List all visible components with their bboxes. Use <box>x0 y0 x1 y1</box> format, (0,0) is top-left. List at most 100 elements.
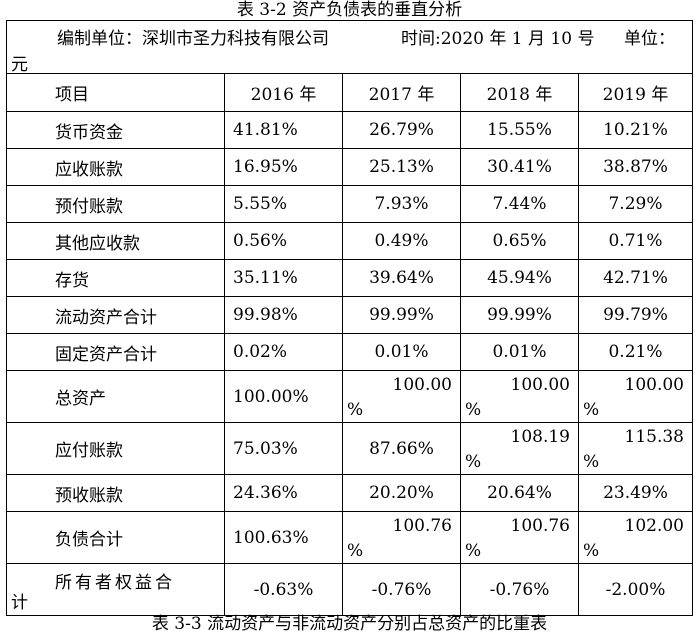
table-row: 负债合计 100.63% 100.76 % 100.76 % 102.00 % <box>6 511 693 564</box>
table-cell: 45.94% <box>460 259 579 297</box>
table-cell: 100.00% <box>224 370 343 423</box>
report-date: 时间:2020 年 1 月 10 号 <box>401 29 595 49</box>
percent-sign: % <box>583 400 600 420</box>
row-label: 负债合计 <box>6 511 225 564</box>
table-cell: 102.00 % <box>578 511 693 564</box>
row-label: 所有者权益合 计 <box>6 563 225 616</box>
currency-unit: 元 <box>11 55 28 75</box>
table-cell: 100.00 % <box>342 370 461 423</box>
table-cell: 15.55% <box>460 111 579 149</box>
table-info-row: 编制单位：深圳市圣力科技有限公司 时间:2020 年 1 月 10 号 单位： … <box>6 20 693 75</box>
row-label: 总资产 <box>6 370 225 423</box>
table-cell: 26.79% <box>342 111 461 149</box>
table-row: 固定资产合计 0.02% 0.01% 0.01% 0.21% <box>6 333 693 371</box>
percent-sign: % <box>347 541 364 561</box>
table-cell: 0.02% <box>224 333 343 371</box>
table-row: 流动资产合计 99.98% 99.99% 99.99% 99.79% <box>6 296 693 334</box>
table-cell: 30.41% <box>460 148 579 186</box>
cell-value: 100.76 <box>510 516 570 536</box>
table-row: 其他应收款 0.56% 0.49% 0.65% 0.71% <box>6 222 693 260</box>
header-cell: 2017 年 <box>342 73 461 112</box>
table-row: 总资产 100.00% 100.00 % 100.00 % 100.00 % <box>6 370 693 423</box>
table-row: 货币资金 41.81% 26.79% 15.55% 10.21% <box>6 111 693 149</box>
table-cell: 99.99% <box>342 296 461 334</box>
table-cell: 0.56% <box>224 222 343 260</box>
cell-value: 100.00 <box>510 375 570 395</box>
table-cell: 7.44% <box>460 185 579 223</box>
cell-value: 100.76 <box>392 516 452 536</box>
row-label-text: 所有者权益合 <box>55 573 175 593</box>
percent-sign: % <box>347 400 364 420</box>
row-label: 应收账款 <box>6 148 225 186</box>
table-row: 应收账款 16.95% 25.13% 30.41% 38.87% <box>6 148 693 186</box>
cell-value: 100.00 <box>624 375 684 395</box>
table-row: 应付账款 75.03% 87.66% 108.19 % 115.38 % <box>6 422 693 475</box>
table-cell: 20.20% <box>342 474 461 512</box>
table-cell: 0.01% <box>460 333 579 371</box>
percent-sign: % <box>583 452 600 472</box>
percent-sign: % <box>465 541 482 561</box>
table-cell: 39.64% <box>342 259 461 297</box>
table-cell: 100.76 % <box>460 511 579 564</box>
table-cell: -0.76% <box>342 563 461 616</box>
header-cell: 项目 <box>6 73 225 112</box>
cell-value: 102.00 <box>624 516 684 536</box>
row-label-wrap: 计 <box>11 593 28 613</box>
table-cell: -2.00% <box>578 563 693 616</box>
table-cell: 5.55% <box>224 185 343 223</box>
table-cell: 99.79% <box>578 296 693 334</box>
header-row: 项目 2016 年 2017 年 2018 年 2019 年 <box>6 73 693 112</box>
table-row: 存货 35.11% 39.64% 45.94% 42.71% <box>6 259 693 297</box>
table-cell: 100.00 % <box>578 370 693 423</box>
table-cell: 41.81% <box>224 111 343 149</box>
table-cell: -0.63% <box>224 563 343 616</box>
table-caption: 表 3-2 资产负债表的垂直分析 <box>236 0 463 20</box>
cell-value: 100.00 <box>392 375 452 395</box>
table-row: 所有者权益合 计 -0.63% -0.76% -0.76% -2.00% <box>6 563 693 616</box>
table-cell: 0.65% <box>460 222 579 260</box>
table-cell: 10.21% <box>578 111 693 149</box>
table-cell: 24.36% <box>224 474 343 512</box>
table-cell: 38.87% <box>578 148 693 186</box>
table-row: 预付账款 5.55% 7.93% 7.44% 7.29% <box>6 185 693 223</box>
cell-value: 108.19 <box>510 427 570 447</box>
header-cell: 2016 年 <box>224 73 343 112</box>
table-cell: 0.71% <box>578 222 693 260</box>
table-cell: 20.64% <box>460 474 579 512</box>
table-cell: 100.00 % <box>460 370 579 423</box>
row-label: 存货 <box>6 259 225 297</box>
row-label: 预收账款 <box>6 474 225 512</box>
table-cell: 0.21% <box>578 333 693 371</box>
table-cell: 7.93% <box>342 185 461 223</box>
reporting-unit: 编制单位：深圳市圣力科技有限公司 <box>57 29 329 49</box>
row-label: 应付账款 <box>6 422 225 475</box>
percent-sign: % <box>465 452 482 472</box>
currency-label: 单位： <box>624 29 675 49</box>
table-cell: 25.13% <box>342 148 461 186</box>
table-cell: 7.29% <box>578 185 693 223</box>
table-cell: 99.98% <box>224 296 343 334</box>
table-cell: 16.95% <box>224 148 343 186</box>
row-label: 固定资产合计 <box>6 333 225 371</box>
table-cell: 0.49% <box>342 222 461 260</box>
table-cell: 108.19 % <box>460 422 579 475</box>
vertical-analysis-table: 编制单位：深圳市圣力科技有限公司 时间:2020 年 1 月 10 号 单位： … <box>6 20 693 616</box>
table-cell: 42.71% <box>578 259 693 297</box>
row-label: 其他应收款 <box>6 222 225 260</box>
table-cell: 23.49% <box>578 474 693 512</box>
table-cell: 100.76 % <box>342 511 461 564</box>
percent-sign: % <box>583 541 600 561</box>
row-label: 流动资产合计 <box>6 296 225 334</box>
table-cell: -0.76% <box>460 563 579 616</box>
header-cell: 2019 年 <box>578 73 693 112</box>
table-cell: 115.38 % <box>578 422 693 475</box>
percent-sign: % <box>465 400 482 420</box>
table-cell: 75.03% <box>224 422 343 475</box>
cell-value: 115.38 <box>624 427 684 447</box>
next-table-caption: 表 3-3 流动资产与非流动资产分别占总资产的比重表 <box>151 614 548 634</box>
table-cell: 87.66% <box>342 422 461 475</box>
table-cell: 99.99% <box>460 296 579 334</box>
header-cell: 2018 年 <box>460 73 579 112</box>
table-cell: 0.01% <box>342 333 461 371</box>
table-cell: 35.11% <box>224 259 343 297</box>
